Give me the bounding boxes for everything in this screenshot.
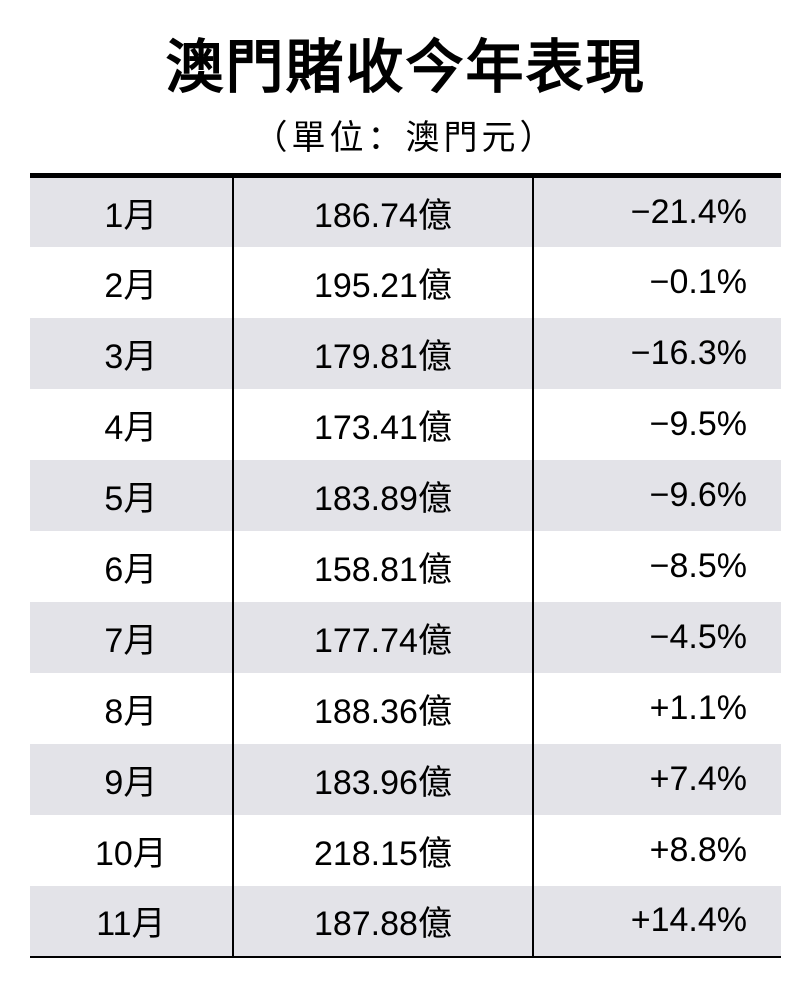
cell-amount: 188.36億 [233,673,533,744]
cell-month: 9月 [30,744,233,815]
table-row: 6月 158.81億 −8.5% [30,531,781,602]
table-row: 3月 179.81億 −16.3% [30,318,781,389]
cell-amount: 173.41億 [233,389,533,460]
cell-month: 5月 [30,460,233,531]
cell-amount: 218.15億 [233,815,533,886]
page-title: 澳門賭收今年表現 [30,20,781,104]
cell-month: 7月 [30,602,233,673]
table-row: 2月 195.21億 −0.1% [30,247,781,318]
cell-amount: 179.81億 [233,318,533,389]
cell-month: 8月 [30,673,233,744]
cell-month: 10月 [30,815,233,886]
cell-change: +8.8% [533,815,781,886]
cell-month: 11月 [30,886,233,957]
cell-change: −9.6% [533,460,781,531]
cell-change: +1.1% [533,673,781,744]
cell-amount: 183.96億 [233,744,533,815]
table-row: 11月 187.88億 +14.4% [30,886,781,957]
cell-month: 6月 [30,531,233,602]
cell-month: 4月 [30,389,233,460]
cell-amount: 177.74億 [233,602,533,673]
cell-amount: 195.21億 [233,247,533,318]
table-row: 9月 183.96億 +7.4% [30,744,781,815]
cell-amount: 186.74億 [233,176,533,247]
cell-change: −4.5% [533,602,781,673]
table-body: 1月 186.74億 −21.4% 2月 195.21億 −0.1% 3月 17… [30,176,781,957]
cell-change: +14.4% [533,886,781,957]
cell-amount: 187.88億 [233,886,533,957]
cell-month: 2月 [30,247,233,318]
cell-change: −9.5% [533,389,781,460]
table-row: 4月 173.41億 −9.5% [30,389,781,460]
cell-change: −21.4% [533,176,781,247]
cell-change: −16.3% [533,318,781,389]
cell-change: +7.4% [533,744,781,815]
table-row: 8月 188.36億 +1.1% [30,673,781,744]
table-row: 5月 183.89億 −9.6% [30,460,781,531]
table-row: 7月 177.74億 −4.5% [30,602,781,673]
page-subtitle: （單位：澳門元） [30,110,781,159]
cell-month: 1月 [30,176,233,247]
cell-amount: 158.81億 [233,531,533,602]
cell-change: −8.5% [533,531,781,602]
cell-month: 3月 [30,318,233,389]
table-row: 1月 186.74億 −21.4% [30,176,781,247]
cell-amount: 183.89億 [233,460,533,531]
cell-change: −0.1% [533,247,781,318]
data-table: 1月 186.74億 −21.4% 2月 195.21億 −0.1% 3月 17… [30,173,781,958]
table-row: 10月 218.15億 +8.8% [30,815,781,886]
